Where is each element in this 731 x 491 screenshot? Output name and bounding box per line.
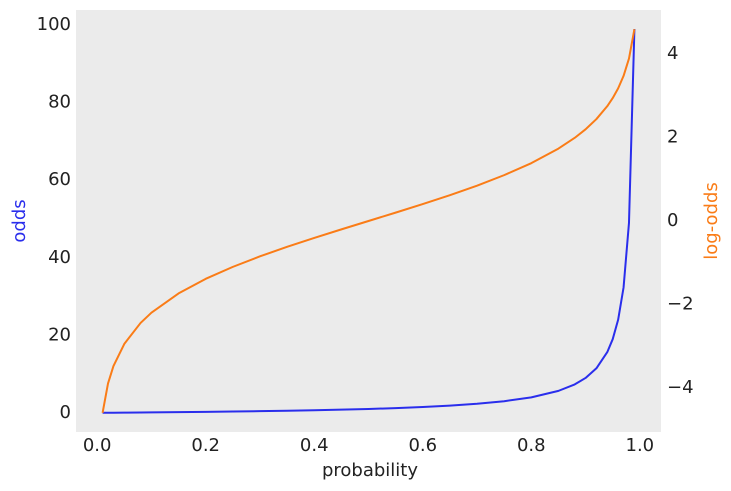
y2-tick-label: 2	[667, 127, 678, 148]
y-tick-label: 80	[48, 92, 71, 113]
y-tick-label: 100	[37, 14, 71, 35]
y-tick-label: 60	[48, 169, 71, 190]
series-line	[101, 29, 636, 413]
y-axis-label: odds	[9, 199, 30, 242]
y-tick-label: 0	[60, 402, 71, 423]
y2-tick-label: 0	[667, 210, 678, 231]
y-tick-label: 40	[48, 247, 71, 268]
x-axis-label: probability	[322, 460, 418, 481]
x-tick-label: 0.2	[191, 435, 220, 456]
y2-tick-label: −2	[667, 293, 694, 314]
x-tick-label: 0.6	[408, 435, 437, 456]
series-line	[102, 28, 636, 414]
x-tick-label: 0.4	[300, 435, 329, 456]
y2-tick-label: 4	[667, 43, 678, 64]
x-tick-label: 0.8	[517, 435, 546, 456]
y2-axis-label: log-odds	[701, 182, 722, 260]
y2-tick-label: −4	[667, 377, 694, 398]
x-tick-label: 0.0	[83, 435, 112, 456]
x-tick-label: 1.0	[626, 435, 655, 456]
y-tick-label: 20	[48, 324, 71, 345]
